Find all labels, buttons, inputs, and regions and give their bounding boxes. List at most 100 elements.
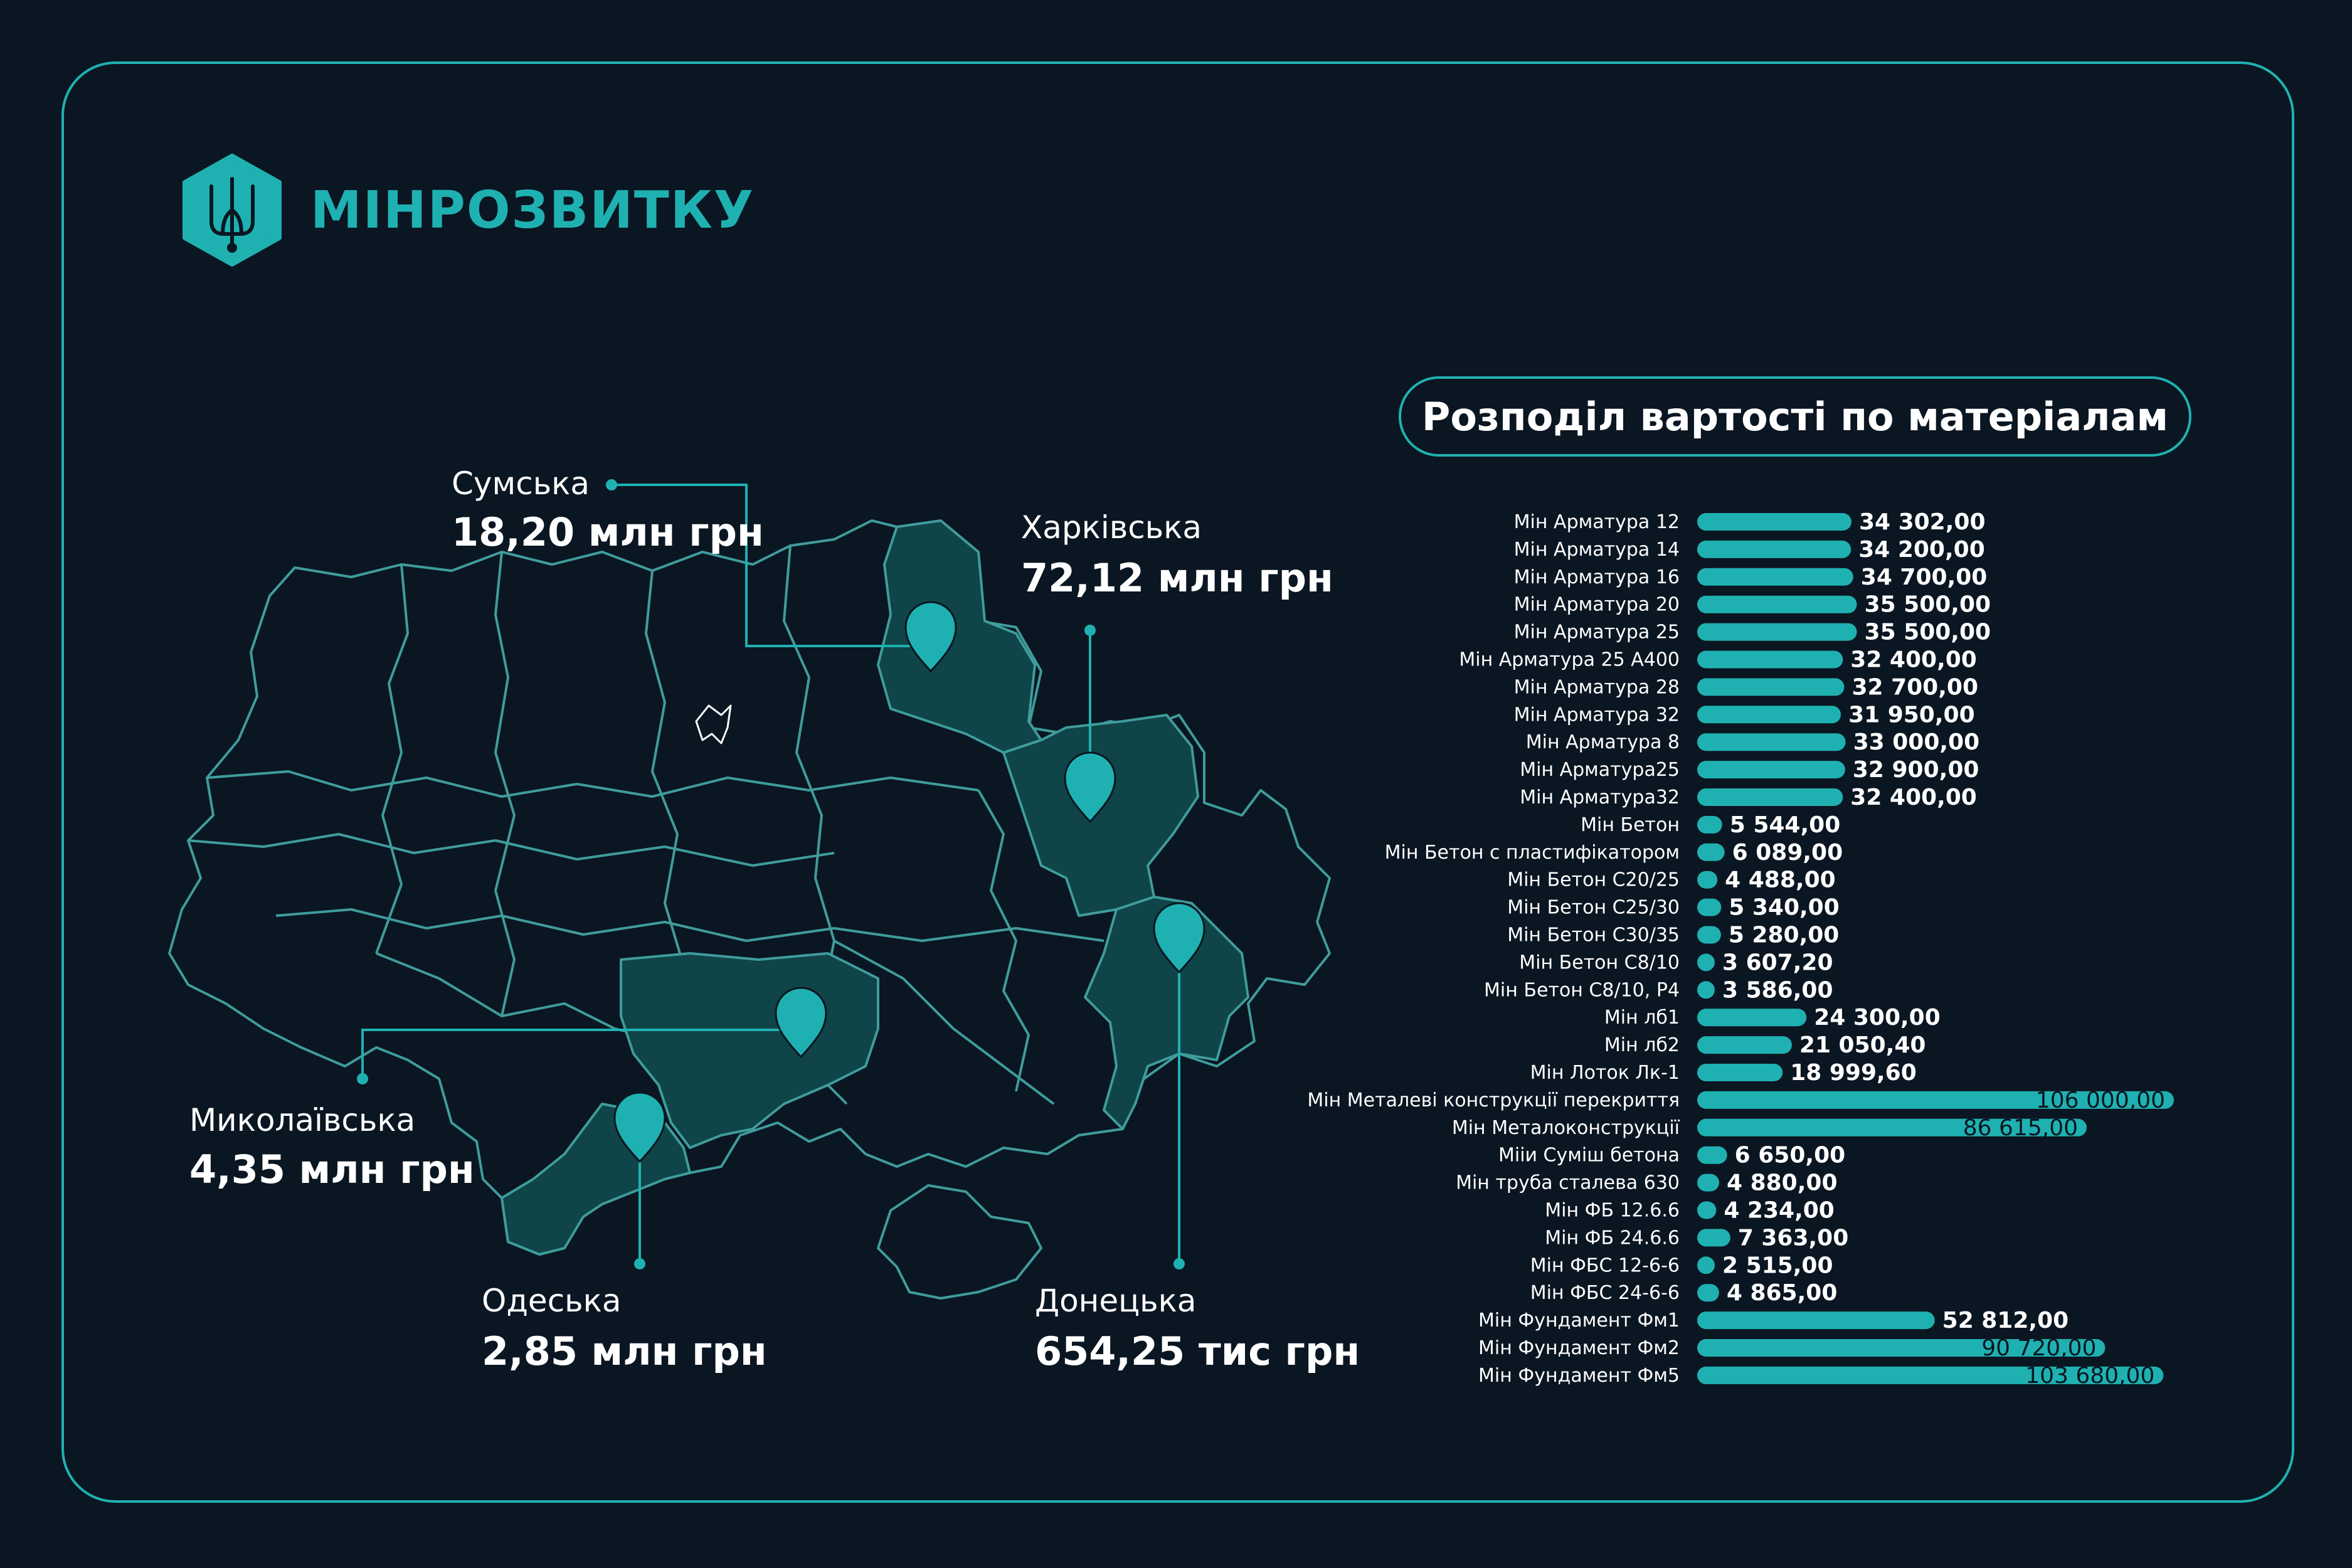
oblast-border [977, 790, 1030, 1092]
bar [1697, 1339, 2106, 1357]
value-label: 5 340,00 [1729, 895, 1840, 921]
value-label: 86 615,00 [1963, 1115, 2078, 1141]
category-label: Мін труба сталева 630 [1456, 1172, 1680, 1194]
category-label: Мін Бетон С8/10, Р4 [1484, 979, 1680, 1001]
region-value-mykolaivska: 4,35 млн грн [189, 1147, 475, 1192]
category-label: Мін Арматура 25 А400 [1459, 649, 1680, 671]
category-label: Мін ФБ 24.6.6 [1545, 1227, 1680, 1249]
bar [1697, 513, 1851, 531]
bar [1697, 1091, 2174, 1109]
category-label: Мін лб2 [1604, 1034, 1680, 1056]
ukraine-map [168, 479, 1331, 1300]
value-label: 4 865,00 [1727, 1280, 1838, 1306]
bar [1697, 1256, 1715, 1274]
category-label: Мін Арматура32 [1520, 787, 1680, 808]
bar [1697, 1284, 1719, 1302]
category-label: Мін Арматура 8 [1526, 731, 1680, 753]
leader-dot [1173, 1258, 1185, 1269]
bar [1697, 623, 1857, 641]
bar [1697, 733, 1846, 751]
value-label: 32 700,00 [1851, 674, 1978, 700]
value-label: 106 000,00 [2036, 1088, 2165, 1113]
oblast-border [375, 564, 409, 954]
value-label: 18 999,60 [1790, 1060, 1917, 1086]
value-label: 90 720,00 [1981, 1335, 2096, 1361]
category-label: Мін Фундамент Фм2 [1478, 1337, 1680, 1359]
value-label: 4 234,00 [1724, 1198, 1835, 1224]
bar [1697, 650, 1843, 669]
pin-icon [1153, 902, 1205, 974]
category-label: Мін Фундамент Фм1 [1478, 1310, 1680, 1332]
bar [1697, 761, 1845, 779]
value-label: 32 400,00 [1850, 647, 1977, 673]
bar [1697, 981, 1715, 999]
leader-dot [357, 1073, 368, 1084]
value-label: 5 544,00 [1730, 812, 1841, 838]
trident-icon [183, 154, 282, 267]
bar [1697, 871, 1718, 889]
value-label: 33 000,00 [1853, 729, 1980, 755]
region-label-donetska: Донецька [1035, 1283, 1197, 1319]
value-label: 24 300,00 [1814, 1005, 1941, 1030]
category-label: Мін Арматура25 [1520, 759, 1680, 781]
leader-dot [1084, 625, 1096, 636]
value-label: 3 586,00 [1722, 977, 1833, 1003]
bar [1697, 595, 1857, 613]
region-label-sumska: Сумська [452, 465, 590, 502]
value-label: 32 400,00 [1850, 785, 1977, 810]
category-label: Мін лб1 [1604, 1007, 1680, 1029]
region-value-odeska: 2,85 млн грн [482, 1328, 767, 1374]
bar [1697, 898, 1722, 916]
value-label: 35 500,00 [1865, 620, 1991, 645]
oblast-border [494, 551, 516, 1017]
value-label: 34 302,00 [1859, 509, 1986, 535]
bar [1697, 1118, 2087, 1136]
oblast-border [188, 833, 835, 867]
region-label-mykolaivska: Миколаївська [189, 1102, 416, 1138]
bar [1697, 953, 1715, 972]
value-label: 6 650,00 [1735, 1143, 1846, 1168]
bar [1697, 1146, 1727, 1164]
region-kharkivska [1002, 714, 1199, 917]
category-label: Мін Бетон С8/10 [1519, 951, 1680, 973]
category-label: Мін Металоконструкції [1452, 1117, 1680, 1139]
category-label: Мін Арматура 32 [1514, 704, 1680, 726]
value-label: 35 500,00 [1865, 592, 1991, 618]
value-label: 34 200,00 [1858, 537, 1985, 563]
bar [1697, 568, 1853, 586]
category-label: Мін Бетон С30/35 [1507, 924, 1680, 946]
region-value-kharkivska: 72,12 млн грн [1021, 555, 1333, 601]
region-donetska [1084, 896, 1249, 1130]
pin-icon [613, 1091, 666, 1163]
kyiv-city [695, 704, 732, 744]
crimea-outline [877, 1184, 1042, 1300]
category-label: Мін ФБ 12.6.6 [1545, 1200, 1680, 1222]
region-value-sumska: 18,20 млн грн [452, 509, 764, 555]
oblast-border [834, 940, 1055, 1105]
value-label: 52 812,00 [1942, 1308, 2069, 1333]
value-label: 103 680,00 [2025, 1363, 2154, 1389]
value-label: 7 363,00 [1738, 1225, 1849, 1251]
bar [1697, 1009, 1807, 1027]
value-label: 3 607,20 [1722, 950, 1833, 975]
bar [1697, 815, 1722, 834]
value-label: 34 700,00 [1861, 564, 1988, 590]
pin-icon [904, 601, 957, 673]
leader-mykolaivska [361, 1029, 784, 1079]
bar [1697, 843, 1725, 861]
category-label: Мін Арматура 12 [1514, 511, 1680, 533]
category-label: Мін Арматура 28 [1514, 676, 1680, 698]
category-label: Мін Арматура 14 [1514, 539, 1680, 561]
bar [1697, 1201, 1717, 1219]
bar [1697, 1311, 1935, 1330]
value-label: 2 515,00 [1722, 1253, 1833, 1278]
leader-dot [606, 479, 617, 490]
region-label-kharkivska: Харківська [1021, 509, 1202, 546]
region-value-donetska: 654,25 тис грн [1035, 1328, 1360, 1374]
value-label: 31 950,00 [1848, 702, 1975, 728]
leader-dot [634, 1258, 645, 1269]
bar [1697, 926, 1721, 944]
oblast-border [645, 570, 685, 967]
value-label: 21 050,40 [1799, 1032, 1926, 1058]
